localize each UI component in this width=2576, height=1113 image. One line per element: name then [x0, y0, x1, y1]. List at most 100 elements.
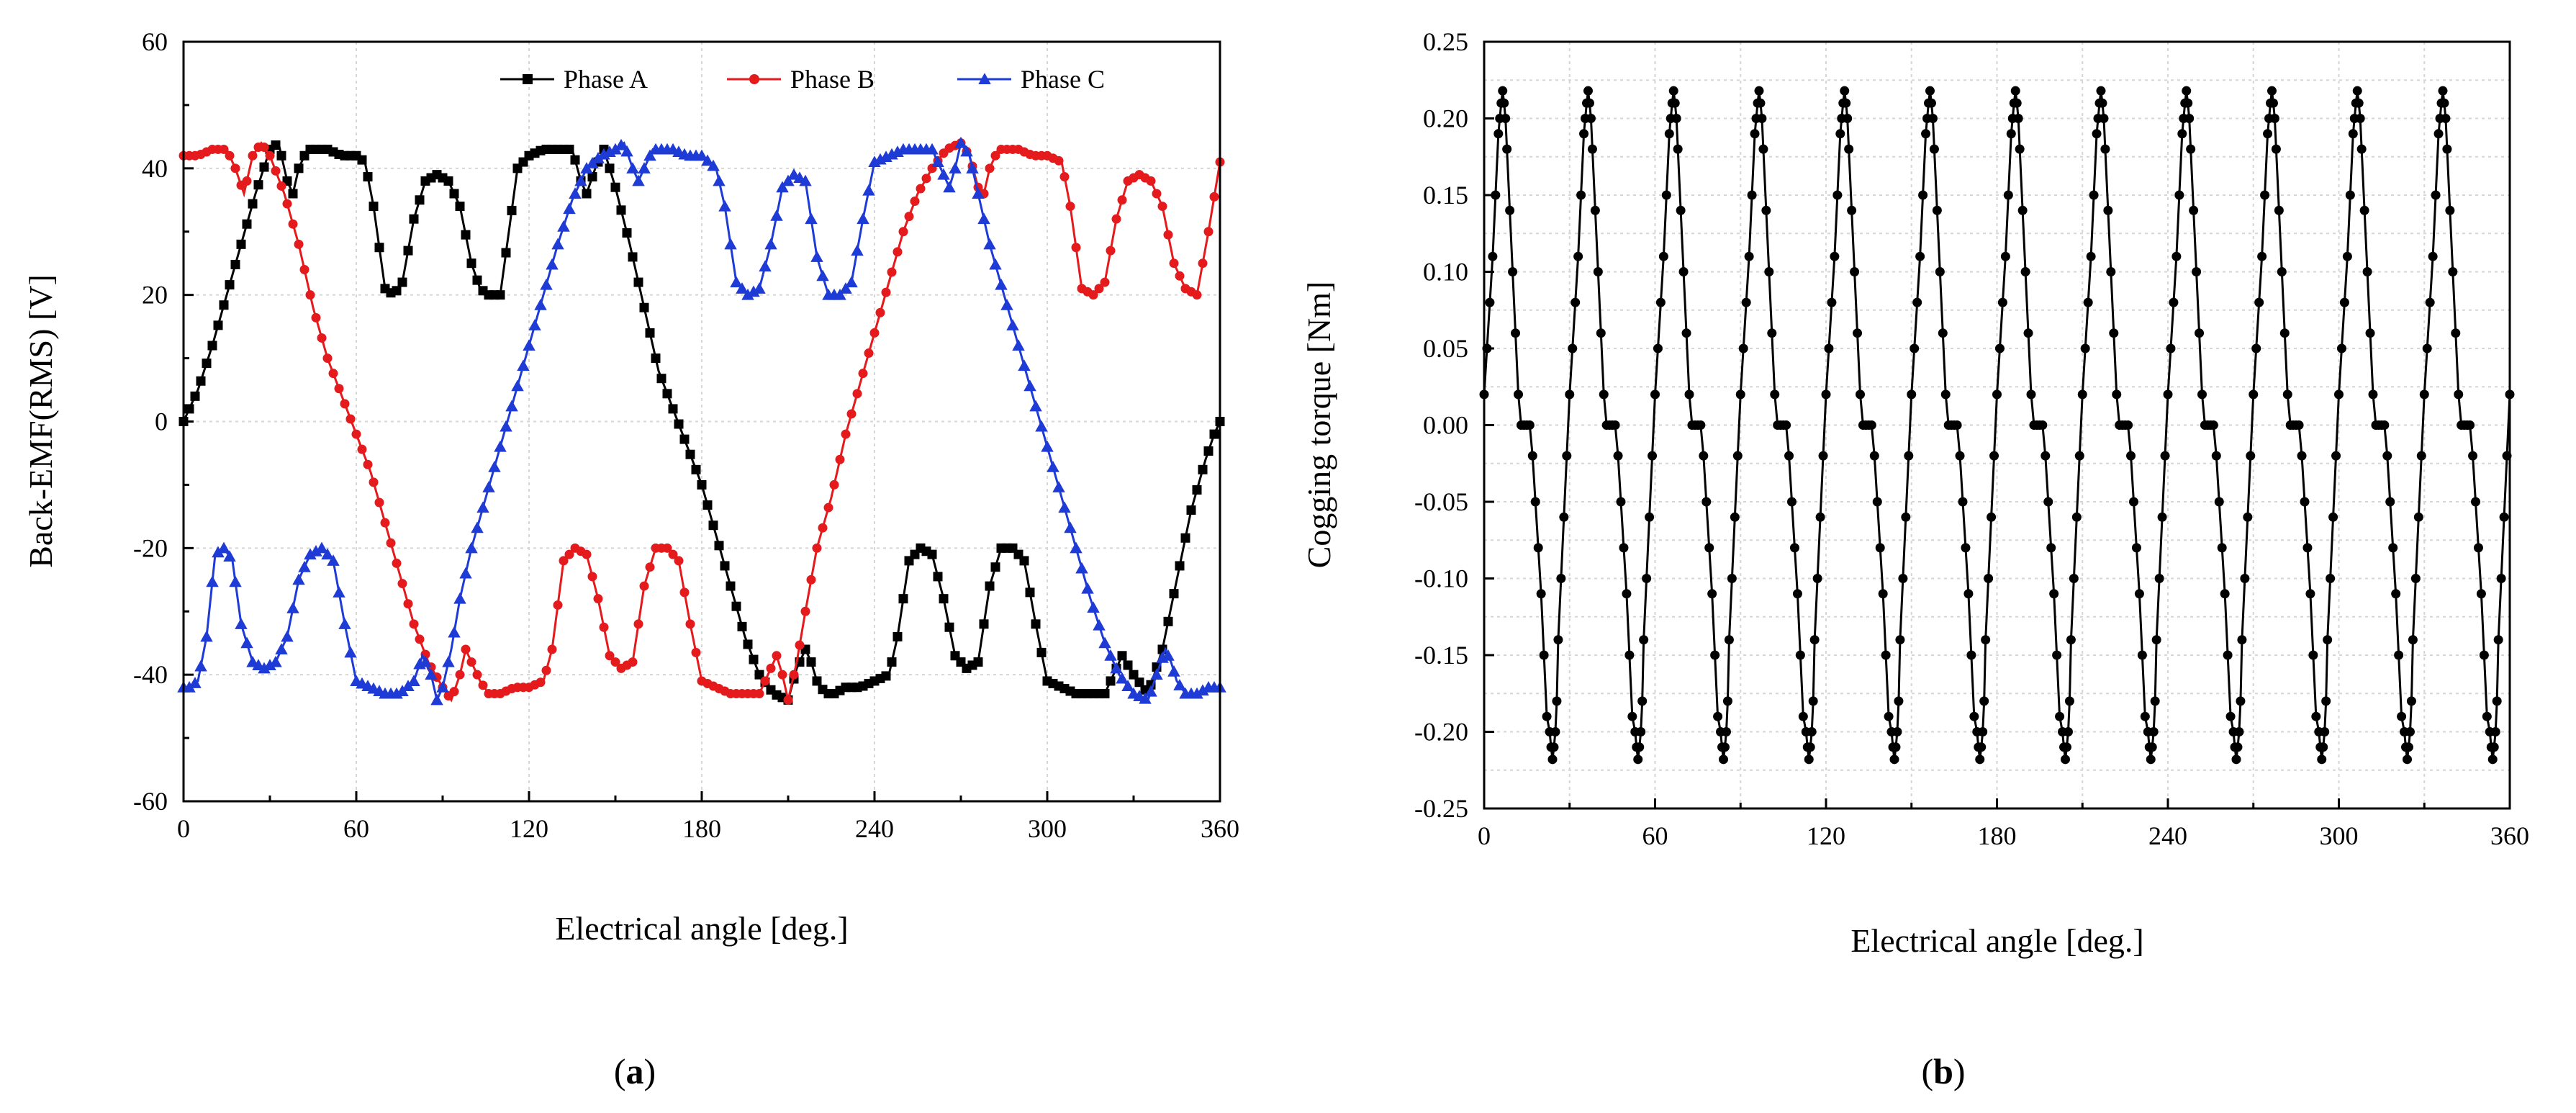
panel-a-marker-phase-a	[1019, 556, 1029, 566]
panel-a-marker-phase-c	[851, 244, 864, 256]
panel-b-marker	[1493, 129, 1504, 139]
panel-b-marker	[1619, 543, 1629, 553]
legend-marker-phase-b	[749, 74, 759, 84]
panel-b-marker	[2061, 754, 2070, 765]
panel-b-marker	[1622, 589, 1632, 599]
panel-b-marker	[2052, 650, 2062, 660]
panel-b-marker	[1856, 389, 1865, 400]
panel-a-marker-phase-b	[910, 197, 920, 207]
panel-b-marker	[2129, 497, 2138, 507]
panel-a-marker-phase-a	[633, 277, 643, 287]
panel-a-marker-phase-c	[465, 541, 478, 554]
panel-a-marker-phase-c	[1075, 562, 1088, 574]
panel-b-marker	[1795, 650, 1805, 660]
panel-b-marker	[1539, 650, 1549, 660]
panel-b-marker	[1636, 727, 1646, 736]
panel-a-marker-phase-a	[1192, 485, 1202, 495]
panel-a-marker-phase-a	[582, 189, 592, 199]
panel-a-marker-phase-b	[662, 543, 672, 553]
panel-a-marker-phase-a	[1203, 446, 1214, 456]
panel-b-marker	[1542, 711, 1552, 721]
panel-a-marker-phase-a	[1031, 619, 1041, 629]
panel-a-marker-phase-a	[806, 657, 816, 667]
panel-a-marker-phase-c	[292, 573, 305, 585]
panel-a-marker-phase-c	[845, 276, 858, 288]
panel-b-marker	[1901, 512, 1911, 522]
panel-a-marker-phase-a	[887, 657, 897, 667]
panel-b-marker	[1789, 543, 1799, 553]
panel-a-marker-phase-c	[1064, 521, 1077, 533]
panel-a-marker-phase-b	[357, 444, 367, 454]
legend-label-phase-c: Phase C	[1021, 65, 1105, 94]
panel-a-marker-phase-c	[309, 544, 322, 556]
panel-a-marker-phase-c	[643, 149, 656, 161]
panel-a-marker-phase-b	[679, 587, 690, 598]
panel-b-marker	[1804, 754, 1814, 765]
panel-a-marker-phase-c	[1098, 636, 1111, 649]
panel-b-marker	[1744, 251, 1754, 261]
panel-a-marker-phase-a	[409, 214, 419, 224]
panel-a-marker-phase-a	[248, 199, 258, 209]
panel-a-marker-phase-c	[857, 212, 869, 225]
panel-b-marker	[2352, 86, 2362, 96]
panel-b-marker	[2282, 389, 2292, 400]
panel-a-marker-phase-c	[954, 136, 967, 148]
panel-a-marker-phase-c	[217, 541, 230, 554]
panel-b-marker	[2064, 696, 2074, 706]
panel-a-marker-phase-c	[977, 212, 990, 225]
panel-a-marker-phase-a	[656, 374, 666, 384]
panel-b-marker	[2268, 98, 2278, 108]
panel-b-marker	[2441, 114, 2451, 123]
panel-a-marker-phase-b	[1065, 202, 1075, 212]
panel-b-marker	[2174, 190, 2184, 200]
panel-a-xtick-label-360: 360	[1201, 814, 1239, 843]
panel-b-marker	[2080, 343, 2090, 353]
panel-b-marker	[1719, 754, 1728, 765]
panel-b-marker	[1907, 389, 1917, 400]
panel-b-marker	[1655, 297, 1666, 307]
panel-b-marker	[2171, 251, 2182, 261]
panel-a-marker-phase-a	[979, 619, 989, 629]
panel-b-marker	[2388, 543, 2398, 553]
panel-a-marker-phase-c	[1116, 672, 1129, 684]
panel-b-ytick-label: 0.25	[1423, 27, 1468, 56]
panel-a-marker-phase-b	[990, 150, 1000, 161]
panel-a-marker-phase-c	[1012, 339, 1025, 351]
panel-b-marker	[1989, 451, 1999, 461]
panel-b-marker	[1727, 574, 1737, 583]
panel-a-marker-phase-a	[985, 581, 995, 591]
panel-a-marker-phase-b	[869, 328, 880, 338]
panel-a-marker-phase-a	[645, 328, 655, 338]
panel-b-marker	[2237, 635, 2247, 645]
panel-a-marker-phase-a	[363, 172, 373, 182]
panel-b-marker	[2166, 343, 2176, 353]
panel-a-marker-phase-a	[668, 404, 678, 414]
legend-item-phase-b: Phase B	[727, 65, 875, 94]
panel-b-marker	[1830, 251, 1840, 261]
panel-a-marker-phase-b	[305, 290, 315, 300]
panel-a-marker-phase-b	[541, 665, 551, 675]
panel-b-marker	[2038, 420, 2048, 430]
panel-a-marker-phase-c	[189, 677, 202, 688]
panel-a-marker-phase-b	[1117, 195, 1127, 205]
panel-b-marker	[1869, 451, 1879, 461]
panel-b-marker	[1678, 267, 1689, 276]
panel-a-marker-phase-b	[639, 581, 649, 591]
panel-a-marker-phase-b	[1152, 189, 1162, 199]
panel-a-marker-phase-c	[1150, 668, 1163, 680]
panel-a-marker-phase-b	[340, 399, 350, 409]
panel-b-marker	[2010, 86, 2020, 96]
panel-b-marker	[1821, 389, 1831, 400]
panel-a-marker-phase-c	[833, 288, 846, 300]
panel-a-ytick-label-0: 0	[155, 407, 168, 436]
panel-a-marker-phase-c	[442, 655, 455, 667]
panel-a-marker-phase-a	[754, 670, 764, 680]
panel-a-marker-phase-c	[983, 238, 996, 250]
panel-a-marker-phase-b	[887, 267, 897, 277]
panel-b-marker	[2334, 389, 2344, 400]
panel-b-marker	[1844, 144, 1854, 154]
panel-a-ytick-label--60: -60	[133, 787, 168, 816]
panel-a-marker-phase-a	[374, 243, 384, 253]
panel-b-marker	[1573, 251, 1583, 261]
